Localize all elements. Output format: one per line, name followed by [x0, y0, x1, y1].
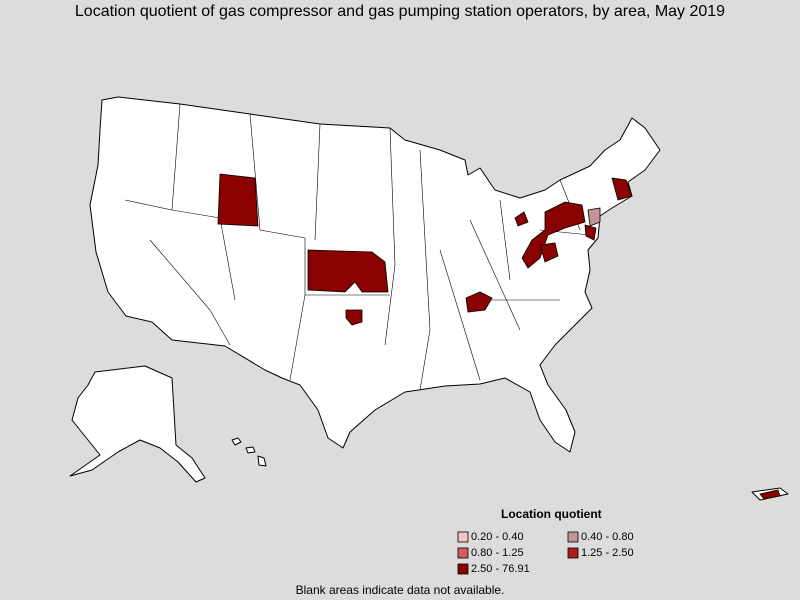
area-new-jersey [584, 224, 597, 241]
footnote: Blank areas indicate data not available. [296, 583, 505, 597]
legend: Location quotient 0.20 - 0.40 0.40 - 0.80… [457, 507, 634, 575]
legend-swatch [457, 547, 469, 559]
area-massachusetts [611, 177, 633, 201]
legend-swatch [567, 547, 579, 559]
us-map [69, 96, 789, 501]
legend-label: 2.50 - 76.91 [471, 563, 530, 575]
area-kentucky [465, 291, 493, 313]
map-title: Location quotient of gas compressor and … [75, 3, 725, 20]
area-erie [514, 211, 529, 227]
legend-swatch [457, 563, 469, 575]
legend-label: 0.80 - 1.25 [471, 547, 524, 559]
hawaii [231, 437, 267, 467]
alaska [69, 365, 206, 483]
legend-title: Location quotient [501, 507, 602, 521]
legend-swatch [457, 531, 469, 543]
area-kansas [307, 249, 389, 293]
legend-label: 1.25 - 2.50 [581, 547, 634, 559]
area-west-virginia [539, 242, 559, 263]
area-wyoming [217, 173, 259, 227]
area-new-jersey-north [587, 207, 601, 227]
legend-swatch [567, 531, 579, 543]
legend-label: 0.40 - 0.80 [581, 531, 634, 543]
legend-label: 0.20 - 0.40 [471, 531, 524, 543]
area-oklahoma [345, 309, 363, 326]
area-puerto-rico [759, 489, 781, 500]
